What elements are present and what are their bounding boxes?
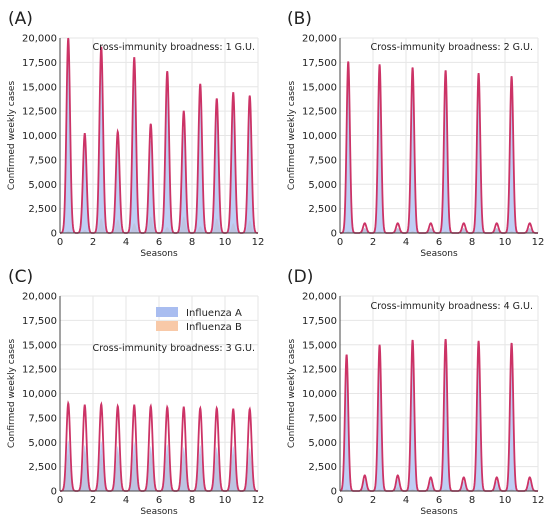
y-tick-label: 0 bbox=[331, 229, 337, 240]
y-tick-label: 10,000 bbox=[22, 389, 57, 400]
y-tick-label: 12,500 bbox=[302, 107, 337, 118]
y-tick-label: 20,000 bbox=[22, 34, 57, 45]
y-tick-label: 15,000 bbox=[22, 82, 57, 93]
x-axis-label: Seasons bbox=[140, 507, 178, 517]
y-tick-label: 0 bbox=[51, 487, 57, 498]
x-tick-label: 4 bbox=[123, 237, 129, 248]
series-influenza-a-area bbox=[340, 341, 538, 491]
series-influenza-a-area bbox=[60, 440, 258, 491]
x-tick-label: 4 bbox=[403, 237, 409, 248]
x-tick-label: 8 bbox=[189, 237, 195, 248]
y-tick-label: 15,000 bbox=[302, 340, 337, 351]
legend-swatch-influenza-a bbox=[156, 307, 178, 317]
x-tick-label: 12 bbox=[252, 495, 265, 506]
y-tick-label: 17,500 bbox=[302, 58, 337, 69]
x-axis-label: Seasons bbox=[140, 249, 178, 259]
x-tick-label: 10 bbox=[219, 495, 232, 506]
panel-letter: (A) bbox=[8, 9, 33, 29]
legend-label-influenza-a: Influenza A bbox=[186, 308, 242, 319]
y-tick-label: 10,000 bbox=[302, 389, 337, 400]
x-axis-label: Seasons bbox=[420, 507, 458, 517]
y-axis-label: Confirmed weekly cases bbox=[287, 339, 297, 449]
x-tick-label: 0 bbox=[337, 237, 343, 248]
annotation-cross-immunity: Cross-immunity broadness: 3 G.U. bbox=[93, 343, 255, 354]
y-tick-label: 5,000 bbox=[28, 438, 57, 449]
x-tick-label: 2 bbox=[90, 237, 96, 248]
x-tick-label: 4 bbox=[123, 495, 129, 506]
legend-swatch-influenza-b bbox=[156, 321, 178, 331]
x-tick-label: 6 bbox=[436, 237, 442, 248]
legend: Influenza A Influenza B bbox=[156, 307, 242, 333]
x-tick-label: 2 bbox=[370, 237, 376, 248]
annotation-cross-immunity: Cross-immunity broadness: 1 G.U. bbox=[93, 42, 255, 53]
y-tick-label: 20,000 bbox=[22, 292, 57, 303]
x-tick-label: 10 bbox=[499, 237, 512, 248]
x-tick-label: 6 bbox=[436, 495, 442, 506]
x-tick-label: 6 bbox=[156, 237, 162, 248]
y-tick-label: 7,500 bbox=[308, 413, 337, 424]
y-tick-label: 2,500 bbox=[28, 204, 57, 215]
y-tick-label: 0 bbox=[331, 487, 337, 498]
y-tick-label: 17,500 bbox=[22, 316, 57, 327]
y-tick-label: 20,000 bbox=[302, 292, 337, 303]
x-tick-label: 12 bbox=[532, 237, 545, 248]
panel-a: 0 2,500 5,000 7,500 10,000 12,500 15,000 17,500… bbox=[7, 9, 264, 259]
y-axis-label: Confirmed weekly cases bbox=[7, 81, 17, 191]
y-tick-label: 12,500 bbox=[22, 365, 57, 376]
y-tick-label: 12,500 bbox=[22, 107, 57, 118]
y-tick-label: 15,000 bbox=[22, 340, 57, 351]
y-tick-label: 5,000 bbox=[308, 180, 337, 191]
panel-d: 0 2,500 5,000 7,500 10,000 12,500 15,000 17,500… bbox=[287, 267, 544, 517]
panel-c: 0 2,500 5,000 7,500 10,000 12,500 15,000 17,500… bbox=[7, 267, 264, 517]
y-tick-label: 10,000 bbox=[22, 131, 57, 142]
y-tick-label: 20,000 bbox=[302, 34, 337, 45]
y-axis-label: Confirmed weekly cases bbox=[7, 339, 17, 449]
panel-b: 0 2,500 5,000 7,500 10,000 12,500 15,000 17,500… bbox=[287, 9, 544, 259]
panel-letter: (C) bbox=[8, 267, 33, 287]
y-tick-label: 7,500 bbox=[308, 155, 337, 166]
y-axis-label: Confirmed weekly cases bbox=[287, 81, 297, 191]
x-tick-label: 2 bbox=[370, 495, 376, 506]
series-influenza-a-area bbox=[340, 63, 538, 233]
x-tick-label: 6 bbox=[156, 495, 162, 506]
x-tick-label: 0 bbox=[337, 495, 343, 506]
annotation-cross-immunity: Cross-immunity broadness: 4 G.U. bbox=[371, 301, 533, 312]
panel-letter: (D) bbox=[287, 267, 313, 287]
y-tick-label: 7,500 bbox=[28, 155, 57, 166]
y-tick-label: 17,500 bbox=[302, 316, 337, 327]
y-tick-label: 2,500 bbox=[308, 204, 337, 215]
y-tick-label: 2,500 bbox=[308, 462, 337, 473]
x-tick-label: 4 bbox=[403, 495, 409, 506]
x-tick-label: 8 bbox=[469, 495, 475, 506]
legend-label-influenza-b: Influenza B bbox=[186, 322, 242, 333]
x-tick-label: 2 bbox=[90, 495, 96, 506]
annotation-cross-immunity: Cross-immunity broadness: 2 G.U. bbox=[371, 42, 533, 53]
y-tick-label: 5,000 bbox=[308, 438, 337, 449]
panel-letter: (B) bbox=[287, 9, 312, 29]
x-tick-label: 12 bbox=[532, 495, 545, 506]
y-tick-label: 10,000 bbox=[302, 131, 337, 142]
x-tick-label: 0 bbox=[57, 495, 63, 506]
grid bbox=[59, 37, 259, 234]
x-axis-label: Seasons bbox=[420, 249, 458, 259]
y-tick-label: 5,000 bbox=[28, 180, 57, 191]
x-tick-label: 12 bbox=[252, 237, 265, 248]
y-tick-label: 0 bbox=[51, 229, 57, 240]
x-tick-label: 8 bbox=[189, 495, 195, 506]
x-tick-label: 10 bbox=[219, 237, 232, 248]
y-tick-label: 7,500 bbox=[28, 413, 57, 424]
x-tick-label: 10 bbox=[499, 495, 512, 506]
y-tick-label: 12,500 bbox=[302, 365, 337, 376]
y-tick-label: 15,000 bbox=[302, 82, 337, 93]
y-tick-label: 2,500 bbox=[28, 462, 57, 473]
x-tick-label: 8 bbox=[469, 237, 475, 248]
y-tick-label: 17,500 bbox=[22, 58, 57, 69]
x-tick-label: 0 bbox=[57, 237, 63, 248]
